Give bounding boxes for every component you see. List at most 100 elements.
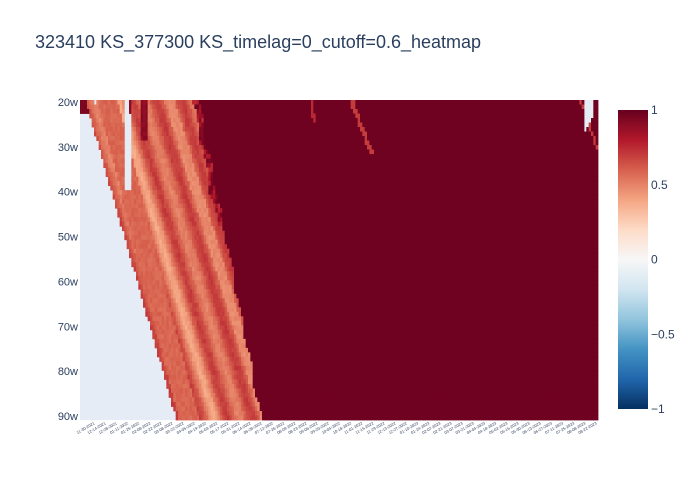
heatmap-cell (124, 190, 128, 196)
heatmap-cell (301, 163, 305, 169)
heatmap-cell (581, 122, 585, 128)
heatmap-cell (154, 104, 158, 110)
heatmap-cell (252, 109, 256, 114)
heatmap-cell (154, 109, 158, 114)
heatmap-cell (136, 109, 139, 114)
heatmap-cell (126, 194, 130, 200)
heatmap-cell (567, 140, 571, 146)
heatmap-cell (376, 113, 380, 119)
heatmap-cell (94, 122, 97, 128)
heatmap-cell (507, 104, 510, 110)
heatmap-cell (546, 136, 550, 141)
heatmap-cell (476, 185, 480, 191)
heatmap-cell (304, 158, 307, 164)
heatmap-cell (469, 158, 473, 164)
heatmap-cell (259, 104, 263, 110)
heatmap-cell (185, 118, 188, 123)
heatmap-cell (465, 199, 468, 205)
heatmap-cell (297, 185, 300, 191)
heatmap-cell (420, 185, 424, 191)
heatmap-cell (497, 136, 501, 141)
heatmap-cell (486, 172, 489, 178)
heatmap-cell (409, 203, 412, 209)
heatmap-cell (273, 203, 277, 209)
heatmap-cell (280, 181, 284, 187)
heatmap-cell (140, 181, 144, 187)
heatmap-cell (199, 203, 202, 209)
heatmap-cell (131, 176, 135, 182)
heatmap-cell (238, 176, 242, 182)
heatmap-cell (283, 122, 286, 128)
heatmap-cell (563, 181, 566, 187)
heatmap-cell (334, 158, 338, 164)
heatmap-cell (238, 154, 242, 159)
heatmap-cell (154, 127, 158, 132)
heatmap-cell (409, 136, 412, 141)
heatmap-cell (229, 154, 233, 159)
heatmap-cell (157, 190, 160, 196)
heatmap-cell (544, 145, 548, 150)
heatmap-cell (119, 181, 123, 187)
heatmap-cell (161, 149, 165, 155)
heatmap-cell (147, 104, 151, 110)
heatmap-cell (143, 199, 146, 205)
heatmap-cell (479, 176, 482, 182)
heatmap-cell (425, 194, 429, 200)
heatmap-cell (413, 118, 417, 123)
heatmap-cell (152, 122, 156, 128)
heatmap-cell (318, 118, 321, 123)
heatmap-cell (355, 104, 359, 110)
heatmap-cell (460, 145, 464, 150)
heatmap-cell (299, 163, 303, 169)
heatmap-cell (243, 140, 247, 146)
heatmap-cell (301, 127, 305, 132)
heatmap-cell (500, 136, 503, 141)
heatmap-cell (187, 131, 191, 137)
heatmap-cell (472, 149, 475, 155)
heatmap-cell (579, 100, 583, 105)
heatmap-cell (238, 136, 242, 141)
heatmap-cell (453, 136, 457, 141)
heatmap-cell (523, 194, 527, 200)
heatmap-cell (355, 154, 359, 159)
heatmap-cell (318, 149, 321, 155)
heatmap-cell (327, 149, 331, 155)
heatmap-cell (322, 163, 326, 169)
heatmap-cell (418, 145, 422, 150)
heatmap-cell (171, 172, 174, 178)
heatmap-cell (558, 131, 562, 137)
heatmap-cell (150, 167, 153, 173)
heatmap-cell (357, 122, 361, 128)
heatmap-cell (187, 194, 191, 200)
heatmap-cell (441, 158, 445, 164)
heatmap-cell (479, 136, 482, 141)
heatmap-cell (560, 104, 564, 110)
heatmap-cell (271, 118, 275, 123)
heatmap-cell (241, 104, 244, 110)
heatmap-cell (294, 118, 298, 123)
heatmap-cell (306, 127, 310, 132)
heatmap-cell (119, 199, 123, 205)
heatmap-cell (294, 127, 298, 132)
heatmap-cell (339, 158, 342, 164)
heatmap-cell (591, 167, 594, 173)
heatmap-cell (362, 190, 366, 196)
heatmap-cell (528, 136, 531, 141)
heatmap-cell (311, 176, 314, 182)
heatmap-cell (117, 154, 121, 159)
heatmap-cell (262, 185, 265, 191)
heatmap-cell (537, 122, 541, 128)
heatmap-cell (238, 185, 242, 191)
heatmap-cell (397, 104, 401, 110)
heatmap-cell (236, 136, 240, 141)
heatmap-cell (420, 163, 424, 169)
heatmap-cell (264, 113, 268, 119)
heatmap-cell (320, 127, 324, 132)
heatmap-cell (388, 167, 391, 173)
heatmap-cell (173, 158, 177, 164)
heatmap-cell (418, 149, 422, 155)
heatmap-cell (439, 158, 443, 164)
heatmap-cell (82, 100, 86, 105)
heatmap-cell (222, 100, 226, 105)
heatmap-cell (479, 127, 482, 132)
